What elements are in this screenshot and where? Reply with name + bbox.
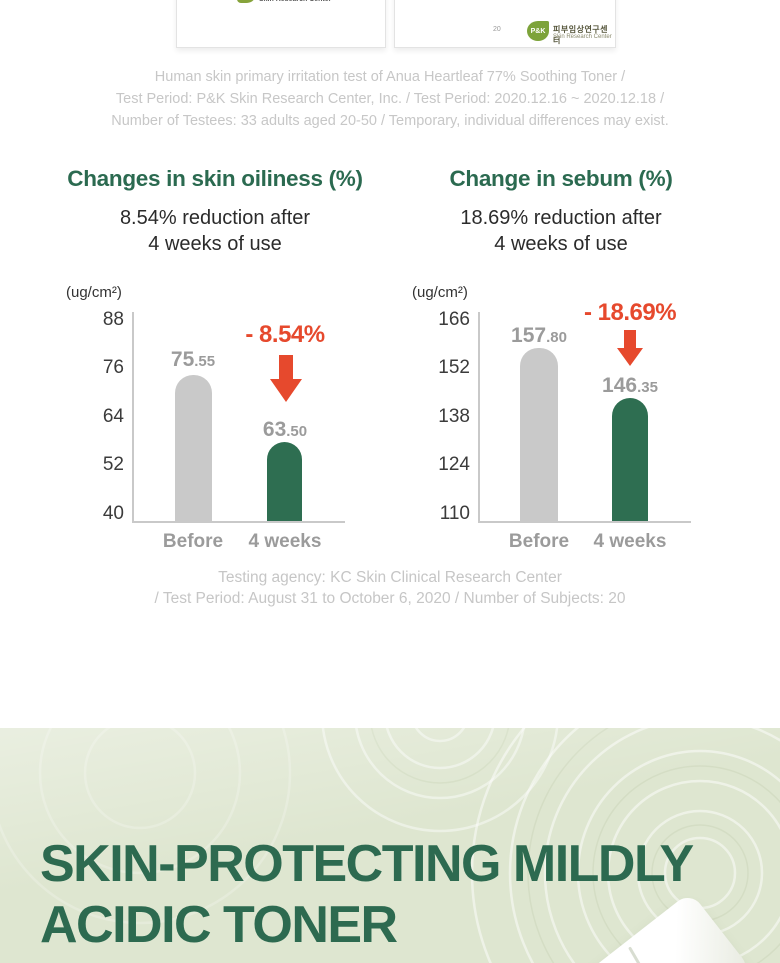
testing-agency-line: Testing agency: KC Skin Clinical Researc… [218, 569, 562, 586]
disclaimer-line: Human skin primary irritation test of An… [154, 69, 626, 85]
y-tick: 52 [102, 454, 124, 475]
disclaimer-line: Test Period: P&K Skin Research Center, I… [115, 91, 665, 107]
change-percentage-label: - 8.54% [245, 321, 325, 348]
lab-logo-text: Skin Research Center [259, 0, 331, 3]
y-axis-line [478, 312, 480, 521]
y-tick: 40 [102, 503, 124, 524]
bar-value-4weeks: 146.35 [602, 374, 658, 397]
bar-plot: (ug/cm²) 166 152 138 124 110 157.80 146.… [386, 280, 736, 570]
y-tick: 110 [439, 503, 470, 524]
bar-plot: (ug/cm²) 88 76 64 52 40 75.55 63.50 - 8.… [40, 280, 390, 570]
y-tick: 88 [102, 309, 124, 330]
certificate-card-right: 20 P&K 피부임상연구센터 Skin Research Center [394, 0, 616, 48]
hero-title: SKIN-PROTECTING MILDLY ACIDIC TONER [40, 834, 694, 956]
y-axis-unit-label: (ug/cm²) [412, 284, 468, 301]
y-axis-unit-label: (ug/cm²) [66, 284, 122, 301]
pk-korean-name: 피부임상연구센터 [553, 25, 609, 45]
y-tick: 64 [102, 406, 124, 427]
x-label-4weeks: 4 weeks [593, 531, 667, 552]
chart-title: Changes in skin oiliness (%) [67, 166, 363, 191]
testing-agency-line: / Test Period: August 31 to October 6, 2… [154, 590, 626, 607]
hero-title-line-2: ACIDIC TONER [40, 896, 398, 954]
chart-subtitle: 8.54% reduction after 4 weeks of use [119, 207, 311, 255]
y-tick: 124 [438, 454, 470, 475]
testing-agency-note: Testing agency: KC Skin Clinical Researc… [0, 567, 780, 609]
y-tick: 152 [438, 357, 470, 378]
chart-sebum: Change in sebum (%) 18.69% reduction aft… [386, 160, 736, 590]
x-label-before: Before [508, 531, 570, 552]
y-axis-line [132, 312, 134, 521]
chart-subtitle: 18.69% reduction after 4 weeks of use [460, 207, 662, 255]
bar-before [175, 375, 212, 521]
x-axis-line [478, 521, 691, 523]
bar-before [520, 348, 558, 521]
x-label-before: Before [162, 531, 224, 552]
bar-value-before: 75.55 [170, 348, 216, 371]
pk-sub-name: Skin Research Center [553, 34, 612, 40]
certificate-card-left: Skin Research Center [176, 0, 386, 48]
chart-title: Change in sebum (%) [449, 166, 673, 191]
y-tick: 76 [102, 357, 124, 378]
bar-value-before: 157.80 [511, 324, 567, 347]
x-label-4weeks: 4 weeks [248, 531, 322, 552]
x-axis-line [132, 521, 345, 523]
y-tick: 138 [438, 406, 470, 427]
chart-skin-oiliness: Changes in skin oiliness (%) 8.54% reduc… [40, 160, 390, 590]
test-disclaimer: Human skin primary irritation test of An… [0, 66, 780, 132]
pk-leaf-logo-icon: P&K [527, 21, 549, 41]
pk-brand-text: P&K [530, 27, 546, 35]
leaf-logo-icon [237, 0, 255, 3]
bar-value-4weeks: 63.50 [262, 418, 308, 441]
bottle-crease-line [628, 946, 661, 963]
hero-banner: SKIN-PROTECTING MILDLY ACIDIC TONER [0, 728, 780, 963]
bar-4weeks [267, 442, 302, 521]
hero-title-line-1: SKIN-PROTECTING MILDLY [40, 835, 694, 893]
certificate-page-number: 20 [493, 26, 501, 33]
bar-4weeks [612, 398, 648, 521]
change-percentage-label: - 18.69% [583, 299, 677, 326]
decrease-arrow-icon [617, 330, 643, 366]
disclaimer-line: Number of Testees: 33 adults aged 20-50 … [111, 113, 669, 129]
decrease-arrow-icon [270, 355, 302, 402]
y-tick: 166 [438, 309, 470, 330]
